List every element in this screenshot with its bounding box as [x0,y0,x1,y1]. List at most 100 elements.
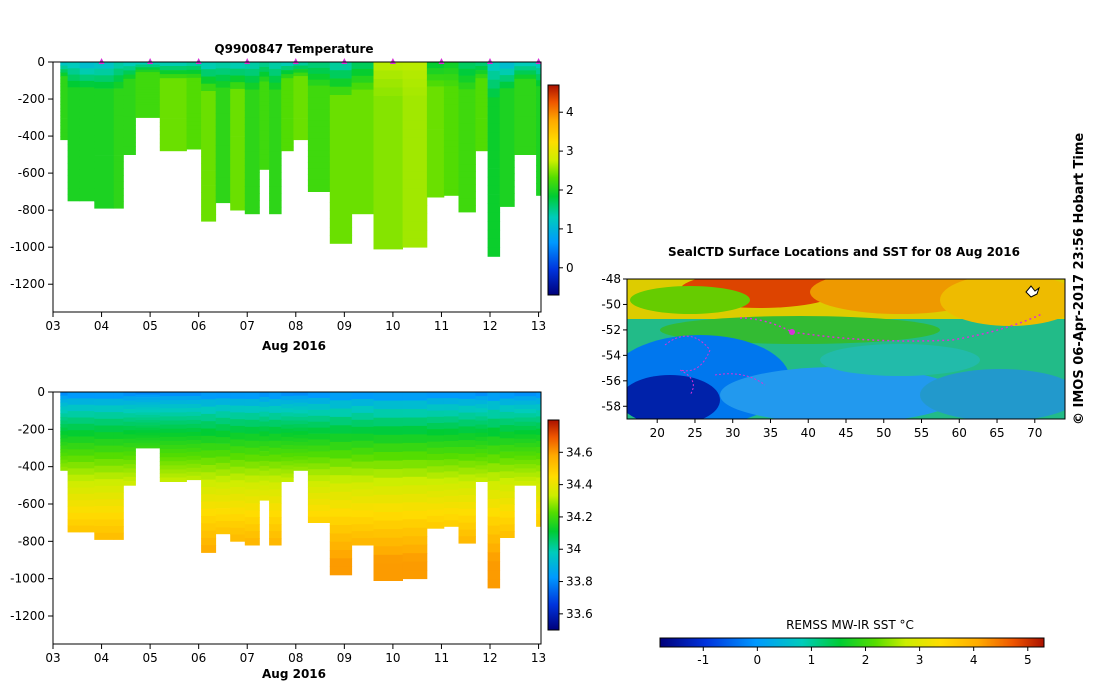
profile-cell [113,62,124,69]
profile-cell [259,421,270,427]
profile-cell [443,416,459,423]
profile-cell [499,398,515,406]
profile-cell [215,437,231,444]
profile-cell [536,62,542,69]
profile-cell [215,145,231,152]
profile-cell [94,392,115,400]
profile-cell [402,561,428,571]
profile-cell [475,126,488,131]
profile-cell [281,408,294,413]
profile-cell [443,453,459,460]
profile-cell [259,465,270,472]
profile-cell [281,420,294,425]
profile-cell [281,110,294,115]
profile-cell [458,137,476,145]
profile-cell [244,503,260,511]
profile-cell [230,68,246,76]
profile-cell [443,477,459,484]
profile-cell [458,198,476,206]
profile-cell [259,406,270,413]
profile-cell [307,481,331,488]
y-tick-label: -1200 [10,277,45,291]
profile-cell [373,520,403,530]
profile-cell [159,130,187,136]
profile-cell [487,185,501,195]
profile-cell [293,125,309,130]
profile-cell [215,196,231,204]
profile-cell [123,442,136,448]
profile-cell [499,88,515,96]
sst-field [627,279,1065,419]
profile-cell [159,400,187,405]
profile-cell [94,398,115,406]
profile-cell [259,475,270,481]
profile-cell [269,524,282,532]
profile-cell [536,459,542,466]
profile-cell [79,112,95,120]
profile-cell [94,438,115,446]
profile-cell [536,502,542,509]
profile-cell [402,87,428,97]
profile-cell [186,129,202,134]
profile-cell [230,412,246,420]
profile-cell [244,96,260,104]
profile-cell [293,97,309,102]
profile-cell [536,483,542,491]
profile-cell [60,93,68,98]
profile-cell [123,459,136,465]
profile-cell [373,79,403,88]
map-y-tick-label: -54 [601,348,621,362]
profile-cell [426,80,445,87]
profile-cell [373,512,403,521]
profile-cell [499,425,515,433]
profile-cell [514,396,537,401]
profile-cell [244,447,260,456]
profile-cell [536,159,542,166]
profile-cell [201,486,217,495]
profile-cell [269,482,282,490]
profile-cell [230,189,246,197]
map-x-tick-label: 70 [1027,426,1042,440]
profile-cell [201,537,217,546]
profile-cell [329,408,353,418]
profile-cell [60,122,68,126]
profile-cell [135,94,161,98]
profile-cell [159,461,187,466]
profile-cell [123,112,136,118]
profile-cell [159,420,187,425]
profile-cell [499,81,515,89]
profile-cell [244,524,260,532]
profile-cell [499,471,515,479]
profile-cell [307,475,331,482]
profile-cell [60,441,68,446]
profile-cell [499,173,515,181]
profile-cell [269,489,282,497]
profile-cell [230,62,246,70]
profile-cell [458,426,476,434]
profile-cell [458,123,476,131]
profile-cell [230,466,246,474]
profile-cell [443,86,459,93]
profile-cell [186,455,202,461]
profile-cell [536,495,542,503]
colorbar-tick-label: 2 [566,183,574,197]
profile-cell [499,517,515,525]
profile-cell [135,427,161,431]
profile-cell [230,183,246,191]
profile-cell [329,78,353,88]
profile-cell [307,156,331,163]
profile-cell [269,151,282,159]
profile-cell [269,510,282,518]
profile-cell [514,442,537,448]
profile-cell [186,439,202,445]
profile-cell [230,176,246,184]
profile-cell [67,112,81,120]
x-tick-label: 04 [94,651,109,665]
profile-cell [307,516,331,523]
profile-cell [159,138,187,144]
map-y-axis: -48 -50 -52 -54 -56 -58 [601,272,627,413]
profile-cell [281,62,294,67]
profile-cell [113,425,124,433]
profile-cell [487,516,501,526]
profile-cell [351,461,374,469]
